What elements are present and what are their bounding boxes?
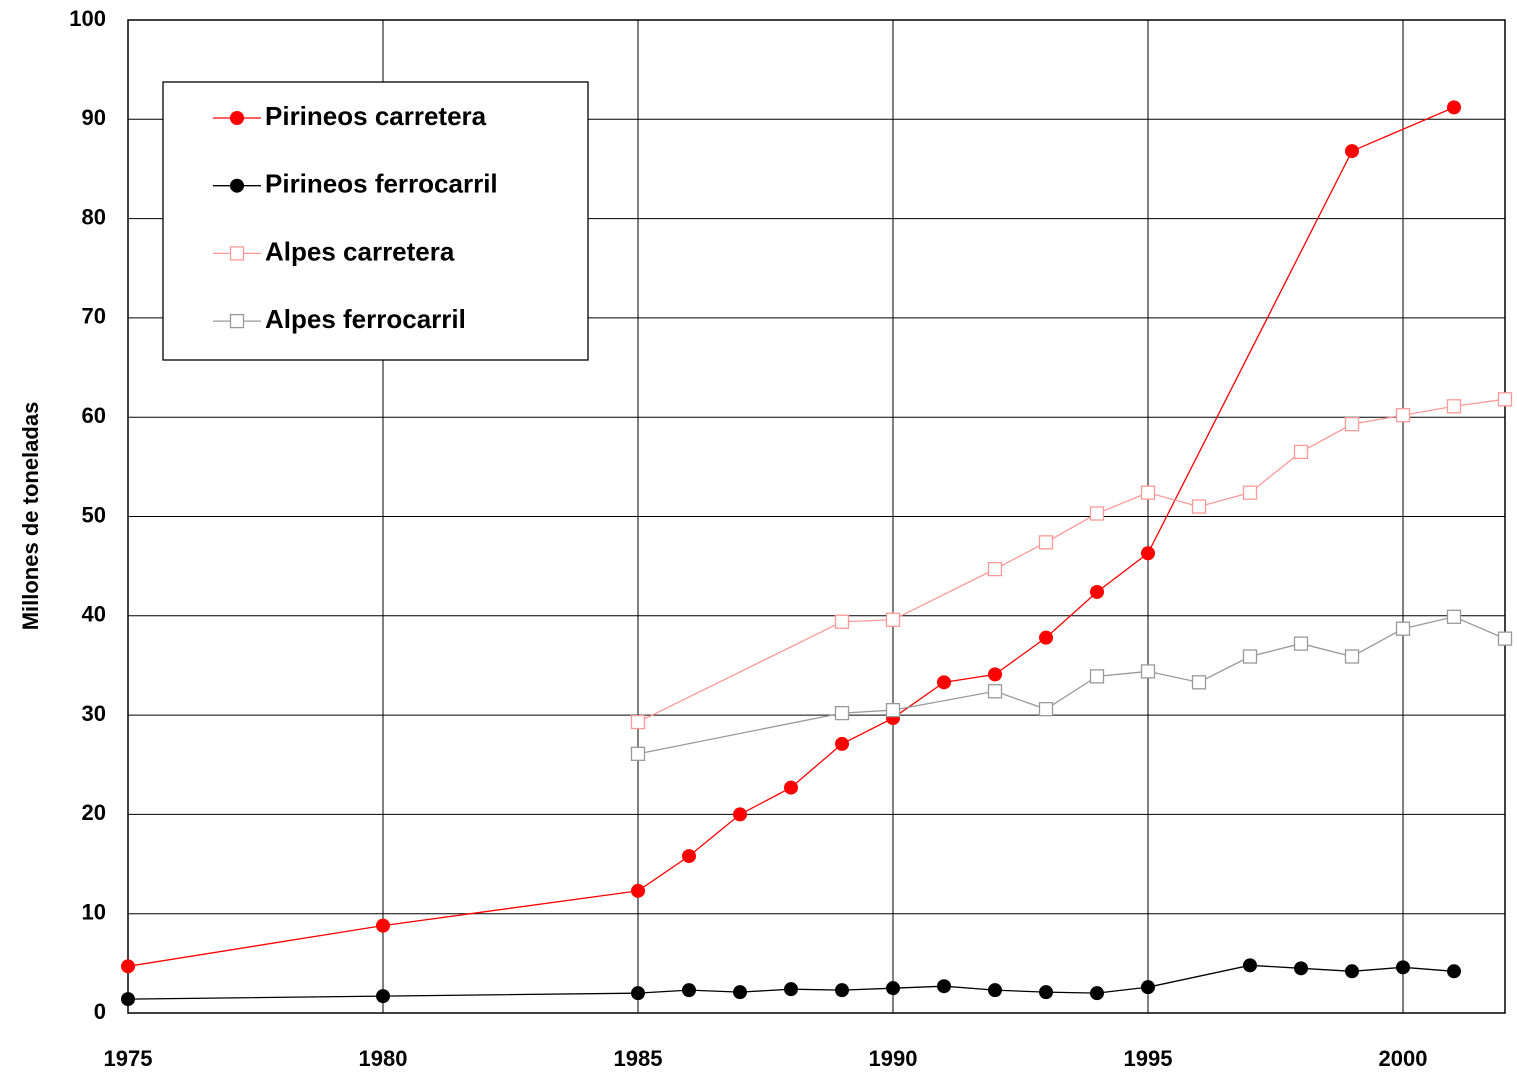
legend-marker — [229, 313, 245, 329]
data-point — [987, 561, 1003, 577]
data-point — [630, 746, 646, 761]
data-point — [1293, 636, 1309, 651]
data-point — [988, 983, 1002, 998]
data-point — [630, 714, 646, 730]
y-tick-label: 100 — [69, 6, 106, 31]
y-tick-label: 90 — [82, 105, 106, 130]
y-tick-label: 30 — [82, 701, 106, 726]
data-point — [1141, 980, 1155, 995]
legend-marker — [229, 246, 245, 261]
y-tick-label: 40 — [82, 602, 106, 627]
data-point — [835, 736, 849, 751]
data-point — [121, 959, 135, 974]
x-tick-label: 1995 — [1124, 1046, 1173, 1071]
legend-label: Alpes carretera — [265, 236, 455, 266]
data-point — [1140, 485, 1156, 500]
data-point — [376, 989, 390, 1004]
data-point — [631, 986, 645, 1001]
data-point — [1497, 631, 1513, 646]
x-tick-label: 1985 — [614, 1046, 663, 1071]
x-tick-label: 2000 — [1379, 1046, 1428, 1071]
data-point — [987, 684, 1003, 699]
data-point — [1396, 960, 1410, 975]
legend: Pirineos carretera Pirineos ferrocarril Al… — [162, 81, 589, 361]
data-point — [1089, 506, 1105, 521]
data-point — [1395, 408, 1411, 423]
legend-box — [162, 81, 589, 361]
data-point — [988, 667, 1002, 682]
legend-marker — [230, 178, 244, 193]
series-line — [637, 616, 1506, 755]
data-point — [784, 780, 798, 795]
y-tick-label: 60 — [82, 403, 106, 428]
legend-label: Alpes ferrocarril — [265, 304, 466, 334]
data-point — [1294, 961, 1308, 976]
x-tick-label: 1990 — [869, 1046, 918, 1071]
data-point — [1497, 392, 1513, 407]
x-tick-label: 1980 — [359, 1046, 408, 1071]
y-tick-label: 20 — [82, 800, 106, 825]
data-point — [1191, 675, 1207, 690]
data-point — [885, 612, 901, 627]
data-point — [1038, 535, 1054, 550]
data-point — [886, 981, 900, 996]
data-point — [1089, 669, 1105, 684]
data-point — [1039, 985, 1053, 1000]
data-point — [1447, 100, 1461, 115]
y-tick-label: 50 — [82, 502, 106, 527]
data-point — [1141, 546, 1155, 561]
data-point — [1344, 417, 1360, 432]
data-point — [885, 702, 901, 718]
data-point — [937, 675, 951, 690]
x-tick-label: 1975 — [104, 1046, 153, 1071]
series-line — [637, 398, 1506, 723]
data-point — [834, 614, 850, 629]
data-point — [1446, 609, 1462, 624]
y-tick-label: 70 — [82, 304, 106, 329]
y-tick-label: 10 — [82, 900, 106, 925]
data-point — [1242, 649, 1258, 664]
data-point — [1395, 621, 1411, 636]
data-point — [1344, 649, 1360, 664]
data-point — [1090, 986, 1104, 1001]
data-point — [834, 705, 850, 721]
data-point — [1038, 701, 1054, 717]
data-point — [1090, 584, 1104, 599]
y-axis-label: Millones de toneladas — [18, 402, 43, 631]
series-line — [127, 964, 1455, 1000]
legend-marker — [230, 111, 244, 125]
data-point — [1345, 964, 1359, 979]
data-point — [1243, 958, 1257, 973]
data-point — [835, 983, 849, 998]
data-point — [733, 807, 747, 822]
data-point — [1345, 144, 1359, 159]
data-point — [1242, 485, 1258, 500]
y-tick-label: 0 — [94, 999, 106, 1024]
data-point — [1446, 399, 1462, 414]
data-point — [682, 849, 696, 864]
data-point — [1447, 964, 1461, 979]
data-point — [1293, 444, 1309, 460]
data-point — [1140, 664, 1156, 679]
data-point — [937, 979, 951, 994]
data-point — [784, 982, 798, 997]
data-point — [1191, 499, 1207, 514]
data-point — [1039, 630, 1053, 645]
data-point — [376, 918, 390, 933]
data-point — [682, 983, 696, 998]
data-point — [733, 985, 747, 1000]
plot-border — [127, 19, 1506, 1014]
y-tick-label: 80 — [82, 204, 106, 229]
data-point — [121, 992, 135, 1007]
legend-label: Pirineos carretera — [265, 101, 487, 131]
legend-label: Pirineos ferrocarril — [265, 169, 498, 199]
data-point — [631, 883, 645, 898]
